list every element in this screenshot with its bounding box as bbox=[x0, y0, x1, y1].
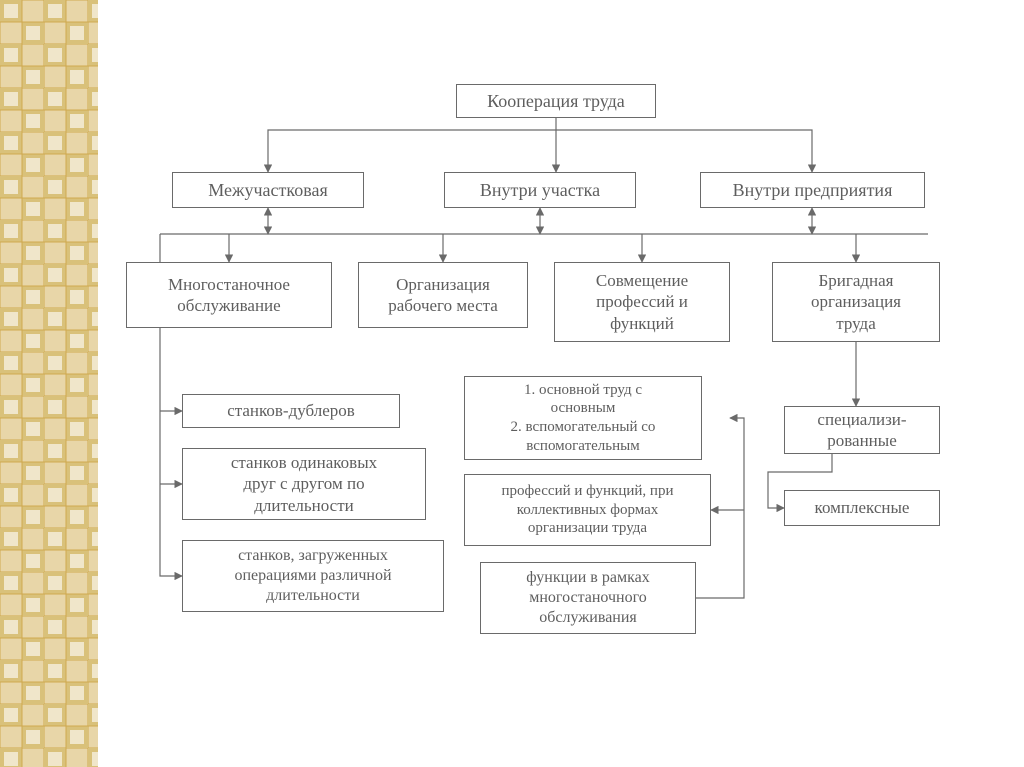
node-label: станков, загруженных операциями различно… bbox=[234, 546, 391, 606]
node-rr1: специализи- рованные bbox=[784, 406, 940, 454]
node-label: Бригадная организация труда bbox=[811, 270, 901, 334]
node-m3: функции в рамках многостаночного обслужи… bbox=[480, 562, 696, 634]
node-label: функции в рамках многостаночного обслужи… bbox=[526, 568, 649, 628]
node-l2: станков одинаковых друг с другом по длит… bbox=[182, 448, 426, 520]
node-l1: станков-дублеров bbox=[182, 394, 400, 428]
node-label: Межучастковая bbox=[208, 179, 327, 202]
node-label: комплексные bbox=[815, 497, 910, 518]
node-r3a: Многостаночное обслуживание bbox=[126, 262, 332, 328]
node-label: Кооперация труда bbox=[487, 90, 625, 113]
node-root: Кооперация труда bbox=[456, 84, 656, 118]
node-rr2: комплексные bbox=[784, 490, 940, 526]
sidebar-pattern bbox=[0, 0, 98, 767]
node-label: Совмещение профессий и функций bbox=[596, 270, 688, 334]
node-m2: профессий и функций, при коллективных фо… bbox=[464, 474, 711, 546]
edge bbox=[556, 130, 812, 172]
node-r2b: Внутри участка bbox=[444, 172, 636, 208]
node-label: Внутри участка bbox=[480, 179, 600, 202]
node-label: Организация рабочего места bbox=[388, 274, 498, 317]
node-label: станков-дублеров bbox=[227, 400, 355, 421]
flowchart-diagram: Кооперация труда Межучастковая Внутри учас… bbox=[98, 0, 1024, 767]
node-r3b: Организация рабочего места bbox=[358, 262, 528, 328]
node-l3: станков, загруженных операциями различно… bbox=[182, 540, 444, 612]
node-r2a: Межучастковая bbox=[172, 172, 364, 208]
node-label: Внутри предприятия bbox=[733, 179, 893, 202]
node-r3d: Бригадная организация труда bbox=[772, 262, 940, 342]
node-label: Многостаночное обслуживание bbox=[168, 274, 290, 317]
edge bbox=[268, 130, 556, 172]
node-label: 1. основной труд с основным 2. вспомогат… bbox=[511, 381, 656, 456]
node-label: станков одинаковых друг с другом по длит… bbox=[231, 452, 377, 516]
node-r3c: Совмещение профессий и функций bbox=[554, 262, 730, 342]
node-label: профессий и функций, при коллективных фо… bbox=[502, 482, 674, 538]
node-m1: 1. основной труд с основным 2. вспомогат… bbox=[464, 376, 702, 460]
node-r2c: Внутри предприятия bbox=[700, 172, 925, 208]
node-label: специализи- рованные bbox=[817, 409, 906, 452]
